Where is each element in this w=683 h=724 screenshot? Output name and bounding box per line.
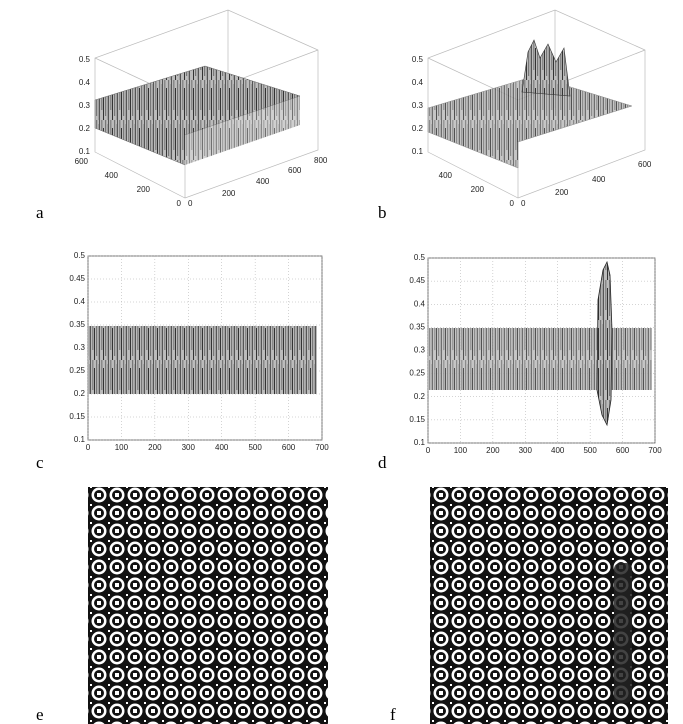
y-tick-label: 0.25 [69,366,85,375]
x-tick-label: 200 [148,443,162,452]
tick-label: 0.2 [79,124,91,133]
surface-peak [521,39,571,97]
tick-label: 0.1 [79,147,91,156]
y-tick-label: 0.1 [74,435,86,444]
tick-label: 400 [105,171,119,180]
signal-band [88,326,317,394]
panel-label: a [36,203,44,222]
x-tick-label: 500 [583,446,597,455]
tick-label: 200 [137,185,151,194]
panel-a: 0.5 0.4 0.3 0.2 0.1 600 400 200 0 0 200 … [36,9,328,222]
tick-label: 600 [638,160,652,169]
signal-spike [596,260,613,427]
tick-label: 200 [555,188,569,197]
x-tick-label: 600 [282,443,296,452]
texture-image [430,487,668,724]
y-tick-label: 0.45 [69,274,85,283]
x-tick-label: 400 [215,443,229,452]
y-tick-label: 0.45 [409,276,425,285]
y-tick-label: 0.35 [69,320,85,329]
texture-image [88,487,328,724]
surface-side [185,96,300,165]
tick-label: 0.4 [79,78,91,87]
y-tick-label: 0.5 [74,251,86,260]
y-tick-label: 0.3 [74,343,86,352]
tick-label: 0 [188,199,193,208]
tick-label: 0.3 [412,101,424,110]
defect-region [614,563,632,703]
tick-label: 200 [471,185,485,194]
tick-label: 400 [256,177,270,186]
y-tick-label: 0.1 [414,438,426,447]
x-tick-label: 200 [486,446,500,455]
y-tick-label: 0.25 [409,369,425,378]
x-tick-label: 300 [519,446,533,455]
tick-label: 200 [222,189,236,198]
x-tick-label: 600 [616,446,630,455]
panel-b: 0.5 0.4 0.3 0.2 0.1 400 200 0 0 200 400 … [378,9,652,222]
tick-label: 400 [439,171,453,180]
panel-label: b [378,203,387,222]
panel-f: f [390,487,668,724]
tick-label: 0 [521,199,526,208]
tick-label: 600 [75,157,89,166]
y-tick-label: 0.15 [409,415,425,424]
tick-label: 0.5 [79,55,91,64]
y-tick-label: 0.2 [74,389,86,398]
y-tick-label: 0.5 [414,253,426,262]
tick-label: 0.4 [412,78,424,87]
x-tick-label: 700 [315,443,329,452]
x-tick-label: 300 [182,443,196,452]
x-tick-label: 100 [115,443,129,452]
y-tick-label: 0.4 [414,299,426,308]
tick-label: 800 [314,156,328,165]
x-tick-label: 700 [648,446,662,455]
panel-label: d [378,453,387,472]
x-tick-label: 100 [454,446,468,455]
tick-label: 0.1 [412,147,424,156]
panel-e: e [36,487,328,724]
tick-label: 400 [592,175,606,184]
panel-label: f [390,705,396,724]
tick-label: 0 [177,199,182,208]
x-tick-label: 0 [426,446,431,455]
panel-label: c [36,453,44,472]
tick-label: 0.5 [412,55,424,64]
tick-label: 0.2 [412,124,424,133]
panel-d: 700 600 500 400 300 200 100 0 0.5 0.45 0.4 0.35 0.3 0… [378,253,662,472]
tick-label: 0 [510,199,515,208]
y-tick-label: 0.4 [74,297,86,306]
y-tick-label: 0.15 [69,412,85,421]
signal-band [428,328,652,390]
tick-label: 600 [288,166,302,175]
y-tick-label: 0.35 [409,322,425,331]
panel-c: 700 600 500 400 300 200 100 0 0.5 0.45 0.4 0.35 0.3 0… [36,251,329,472]
tick-label: 0.3 [79,101,91,110]
y-tick-label: 0.3 [414,346,426,355]
y-tick-label: 0.2 [414,392,426,401]
x-tick-label: 400 [551,446,565,455]
panel-label: e [36,705,44,724]
x-tick-label: 500 [248,443,262,452]
x-tick-label: 0 [86,443,91,452]
